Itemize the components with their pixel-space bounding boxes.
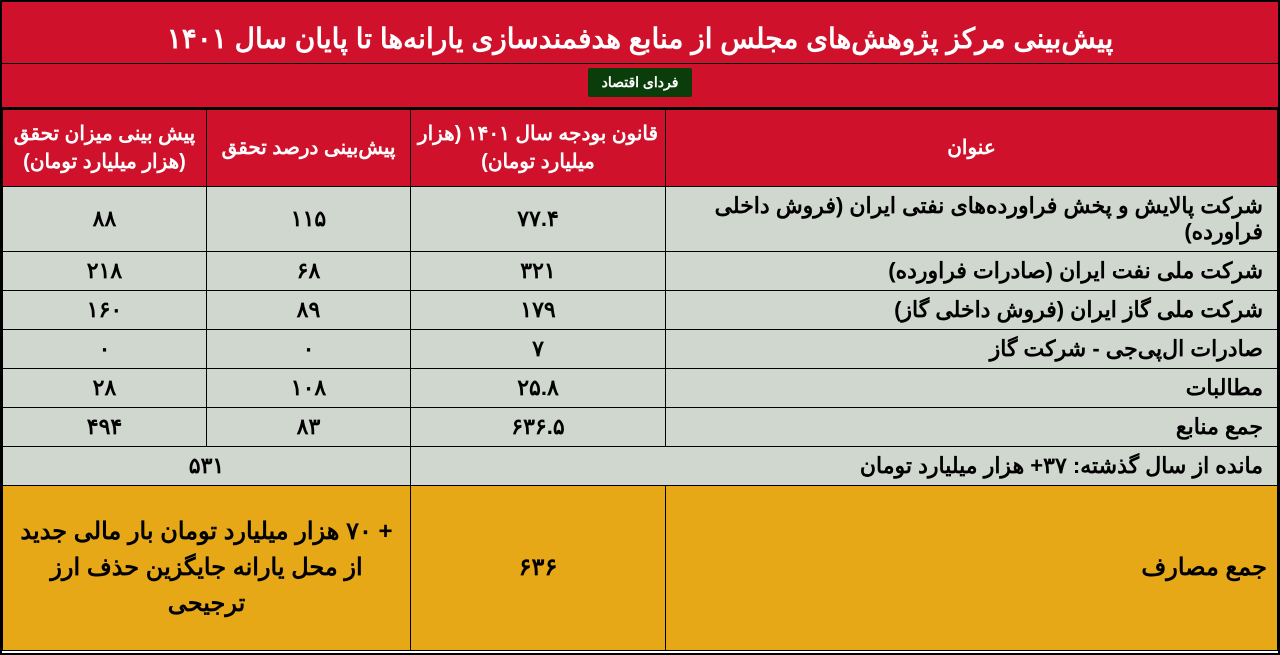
cell-est: ۲۱۸ <box>3 252 207 291</box>
cell-budget: ۳۲۱ <box>411 252 666 291</box>
cell-title: شرکت ملی گاز ایران (فروش داخلی گاز) <box>666 291 1278 330</box>
col-header-pct: پیش‌بینی درصد تحقق <box>207 110 411 187</box>
table-row: شرکت ملی گاز ایران (فروش داخلی گاز) ۱۷۹ … <box>3 291 1278 330</box>
table-row: شرکت پالایش و پخش فراورده‌های نفتی ایران… <box>3 187 1278 252</box>
col-header-est: پیش بینی میزان تحقق (هزار میلیارد تومان) <box>3 110 207 187</box>
cell-est: ۱۶۰ <box>3 291 207 330</box>
col-header-budget: قانون بودجه سال ۱۴۰۱ (هزار میلیارد تومان… <box>411 110 666 187</box>
cell-title: شرکت پالایش و پخش فراورده‌های نفتی ایران… <box>666 187 1278 252</box>
cell-est: ۸۸ <box>3 187 207 252</box>
cell-title: صادرات ال‌پی‌جی - شرکت گاز <box>666 330 1278 369</box>
cell-budget: ۶۳۶.۵ <box>411 408 666 447</box>
cell-title: مطالبات <box>666 369 1278 408</box>
cell-budget: ۷ <box>411 330 666 369</box>
totals-title: جمع مصارف <box>666 486 1278 651</box>
totals-budget: ۶۳۶ <box>411 486 666 651</box>
table-row: مطالبات ۲۵.۸ ۱۰۸ ۲۸ <box>3 369 1278 408</box>
carryover-title: مانده از سال گذشته: ۳۷+ هزار میلیارد توم… <box>411 447 1278 486</box>
cell-pct: ۱۱۵ <box>207 187 411 252</box>
totals-row: جمع مصارف ۶۳۶ + ۷۰ هزار میلیارد تومان با… <box>3 486 1278 651</box>
cell-pct: ۸۳ <box>207 408 411 447</box>
totals-note: + ۷۰ هزار میلیارد تومان بار مالی جدید از… <box>3 486 411 651</box>
cell-budget: ۱۷۹ <box>411 291 666 330</box>
cell-budget: ۷۷.۴ <box>411 187 666 252</box>
table-row: صادرات ال‌پی‌جی - شرکت گاز ۷ ۰ ۰ <box>3 330 1278 369</box>
table-row: جمع منابع ۶۳۶.۵ ۸۳ ۴۹۴ <box>3 408 1278 447</box>
data-table: عنوان قانون بودجه سال ۱۴۰۱ (هزار میلیارد… <box>2 109 1278 651</box>
logo-row: فردای اقتصاد <box>2 64 1278 109</box>
cell-pct: ۰ <box>207 330 411 369</box>
cell-pct: ۱۰۸ <box>207 369 411 408</box>
cell-est: ۰ <box>3 330 207 369</box>
cell-title: جمع منابع <box>666 408 1278 447</box>
page-title: پیش‌بینی مرکز پژوهش‌های مجلس از منابع هد… <box>2 2 1278 64</box>
cell-budget: ۲۵.۸ <box>411 369 666 408</box>
table-container: پیش‌بینی مرکز پژوهش‌های مجلس از منابع هد… <box>0 0 1280 655</box>
cell-title: شرکت ملی نفت ایران (صادرات فراورده) <box>666 252 1278 291</box>
cell-est: ۲۸ <box>3 369 207 408</box>
col-header-title: عنوان <box>666 110 1278 187</box>
source-logo: فردای اقتصاد <box>588 68 693 97</box>
carryover-value: ۵۳۱ <box>3 447 411 486</box>
carryover-row: مانده از سال گذشته: ۳۷+ هزار میلیارد توم… <box>3 447 1278 486</box>
cell-pct: ۶۸ <box>207 252 411 291</box>
cell-pct: ۸۹ <box>207 291 411 330</box>
table-row: شرکت ملی نفت ایران (صادرات فراورده) ۳۲۱ … <box>3 252 1278 291</box>
cell-est: ۴۹۴ <box>3 408 207 447</box>
header-row: عنوان قانون بودجه سال ۱۴۰۱ (هزار میلیارد… <box>3 110 1278 187</box>
